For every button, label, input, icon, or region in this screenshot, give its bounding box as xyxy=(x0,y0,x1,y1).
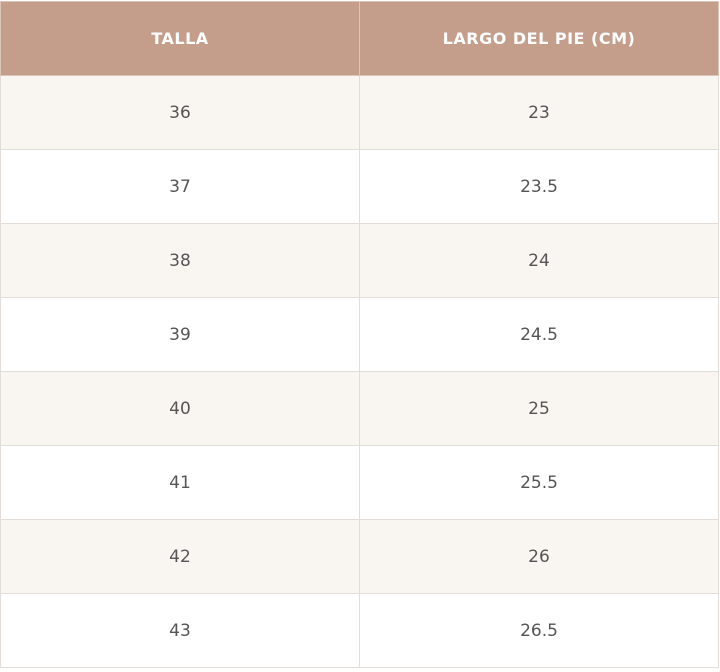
table-row: 40 25 xyxy=(0,371,719,446)
table-cell: 42 xyxy=(0,519,360,594)
table-cell: 36 xyxy=(0,75,360,150)
table-cell: 25 xyxy=(359,371,719,446)
table-body: 36 23 37 23.5 38 24 39 24.5 40 25 41 25.5 42 26 43 26.5 xyxy=(0,75,719,668)
header-cell: LARGO DEL PIE (CM) xyxy=(359,1,719,76)
table-cell: 24.5 xyxy=(359,297,719,372)
table-row: 43 26.5 xyxy=(0,593,719,668)
table-cell: 23 xyxy=(359,75,719,150)
table-cell: 26 xyxy=(359,519,719,594)
header-cell: TALLA xyxy=(0,1,360,76)
table-cell: 23.5 xyxy=(359,149,719,224)
table-cell: 26.5 xyxy=(359,593,719,668)
table-cell: 40 xyxy=(0,371,360,446)
table-row: 41 25.5 xyxy=(0,445,719,520)
table-row: 38 24 xyxy=(0,223,719,298)
table-cell: 25.5 xyxy=(359,445,719,520)
table-row: 36 23 xyxy=(0,75,719,150)
table-row: 42 26 xyxy=(0,519,719,594)
table-cell: 38 xyxy=(0,223,360,298)
table-cell: 39 xyxy=(0,297,360,372)
table-cell: 24 xyxy=(359,223,719,298)
table-cell: 41 xyxy=(0,445,360,520)
table-row: 37 23.5 xyxy=(0,149,719,224)
table-row: 39 24.5 xyxy=(0,297,719,372)
table-cell: 37 xyxy=(0,149,360,224)
table-header: TALLA LARGO DEL PIE (CM) xyxy=(0,1,719,76)
header-row: TALLA LARGO DEL PIE (CM) xyxy=(0,1,719,76)
table-cell: 43 xyxy=(0,593,360,668)
